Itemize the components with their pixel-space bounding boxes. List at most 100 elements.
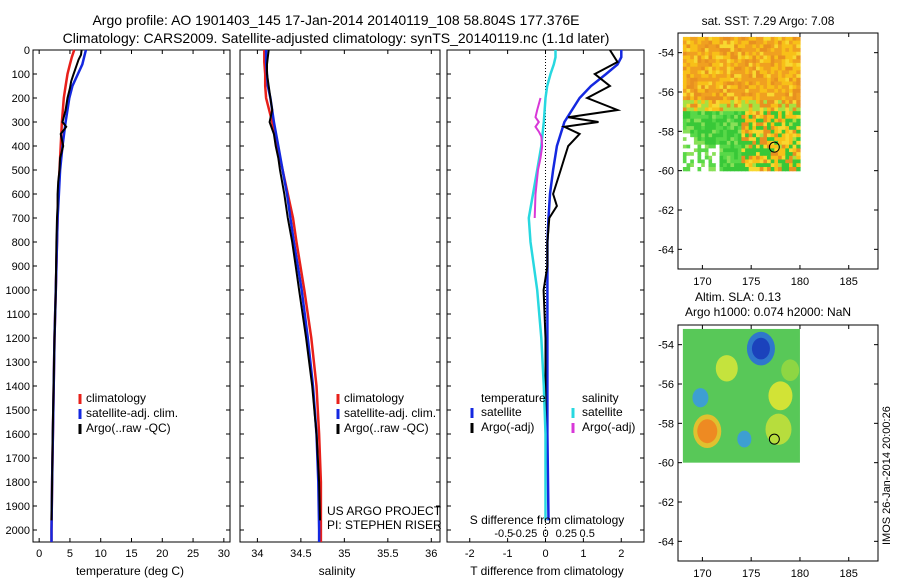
- sst-pixel: [701, 77, 706, 83]
- sst-pixel: [792, 92, 797, 97]
- sst-pixel: [730, 96, 735, 101]
- sst-pixel: [767, 155, 772, 161]
- sla-feature: [751, 337, 770, 360]
- sst-pixel: [745, 144, 750, 149]
- sst-pixel: [697, 100, 702, 105]
- sst-pixel: [682, 140, 688, 146]
- sst-pixel: [789, 144, 794, 149]
- sst-pixel: [737, 51, 743, 57]
- sst-pixel: [690, 167, 695, 172]
- sst-pixel: [767, 148, 772, 153]
- sst-pixel: [789, 129, 794, 135]
- sst-pixel: [686, 114, 691, 120]
- sst-pixel: [697, 129, 702, 135]
- sst-pixel: [796, 163, 801, 168]
- sst-pixel: [715, 111, 721, 116]
- sst-pixel: [763, 66, 768, 71]
- sst-pixel: [745, 70, 750, 75]
- sst-pixel: [756, 122, 761, 127]
- sst-pixel: [756, 62, 761, 68]
- sst-pixel: [719, 107, 724, 112]
- map-ytick-label: -60: [658, 458, 674, 470]
- sst-pixel: [763, 167, 768, 172]
- sst-pixel: [763, 107, 768, 112]
- sst-pixel: [712, 40, 717, 45]
- sst-pixel: [693, 152, 699, 157]
- sst-pixel: [770, 114, 775, 120]
- sst-pixel: [734, 137, 739, 142]
- sst-pixel: [745, 81, 750, 86]
- sst-pixel: [734, 77, 739, 83]
- sst-pixel: [748, 159, 753, 164]
- map-xtick-label: 170: [693, 276, 711, 288]
- sst-pixel: [792, 40, 797, 45]
- sst-pixel: [781, 114, 786, 120]
- sst-pixel: [796, 133, 801, 138]
- sst-pixel: [690, 74, 695, 79]
- sst-pixel: [697, 85, 702, 90]
- ytick-label: 1200: [6, 333, 30, 345]
- sst-pixel: [730, 85, 735, 90]
- sst-pixel: [712, 155, 717, 161]
- pi-annotation: PI: STEPHEN RISER: [327, 518, 442, 532]
- sst-pixel: [730, 111, 735, 116]
- sst-pixel: [719, 140, 724, 146]
- sst-pixel: [759, 122, 764, 127]
- sst-pixel: [796, 77, 801, 83]
- sst-pixel: [697, 74, 702, 79]
- sst-pixel: [708, 129, 713, 135]
- sst-pixel: [690, 36, 695, 42]
- sst-pixel: [763, 77, 768, 83]
- sst-pixel: [708, 140, 713, 146]
- xtick-label: -2: [465, 548, 475, 560]
- legend-label: climatology: [86, 391, 146, 405]
- sst-pixel: [734, 118, 739, 123]
- sst-pixel: [734, 122, 739, 127]
- sst-pixel: [686, 140, 691, 146]
- sst-pixel: [785, 92, 790, 97]
- sst-pixel: [719, 55, 724, 60]
- sst-pixel: [789, 140, 794, 146]
- sst-pixel: [712, 129, 717, 135]
- sst-pixel: [715, 59, 721, 64]
- sst-pixel: [723, 107, 728, 112]
- sst-pixel: [763, 48, 768, 53]
- map-ytick-label: -64: [658, 244, 674, 256]
- sst-pixel: [767, 111, 772, 116]
- sst-pixel: [737, 133, 743, 138]
- ytick-label: 1900: [6, 501, 30, 513]
- sst-pixel: [770, 126, 775, 131]
- sst-pixel: [785, 114, 790, 120]
- xtick-label: 34.5: [290, 548, 311, 560]
- sst-pixel: [704, 167, 710, 172]
- sst-pixel: [759, 137, 764, 142]
- xtick-top-label: 0.5: [580, 528, 595, 540]
- sst-pixel: [704, 126, 710, 131]
- sst-pixel: [693, 159, 699, 164]
- sst-pixel: [770, 85, 775, 90]
- sst-pixel: [785, 51, 790, 57]
- ytick-label: 100: [12, 69, 30, 81]
- sst-pixel: [737, 137, 743, 142]
- sst-pixel: [730, 148, 735, 153]
- sst-pixel: [712, 44, 717, 49]
- sst-pixel: [778, 122, 783, 127]
- sst-pixel: [704, 62, 710, 68]
- sst-pixel: [701, 66, 706, 71]
- sst-pixel: [704, 163, 710, 168]
- sst-pixel: [719, 36, 724, 42]
- sst-pixel: [682, 122, 688, 127]
- sst-pixel: [730, 152, 735, 157]
- xtick-label: -1: [503, 548, 513, 560]
- sst-pixel: [708, 163, 713, 168]
- sst-pixel: [708, 148, 713, 153]
- xtick-label: 1: [580, 548, 586, 560]
- sst-pixel: [701, 85, 706, 90]
- ytick-label: 1100: [6, 309, 30, 321]
- legend-label: Argo(..raw -QC): [86, 421, 171, 435]
- sst-pixel: [701, 36, 706, 42]
- sst-pixel: [723, 96, 728, 101]
- sst-pixel: [697, 159, 702, 164]
- sst-pixel: [741, 44, 746, 49]
- sst-pixel: [748, 111, 753, 116]
